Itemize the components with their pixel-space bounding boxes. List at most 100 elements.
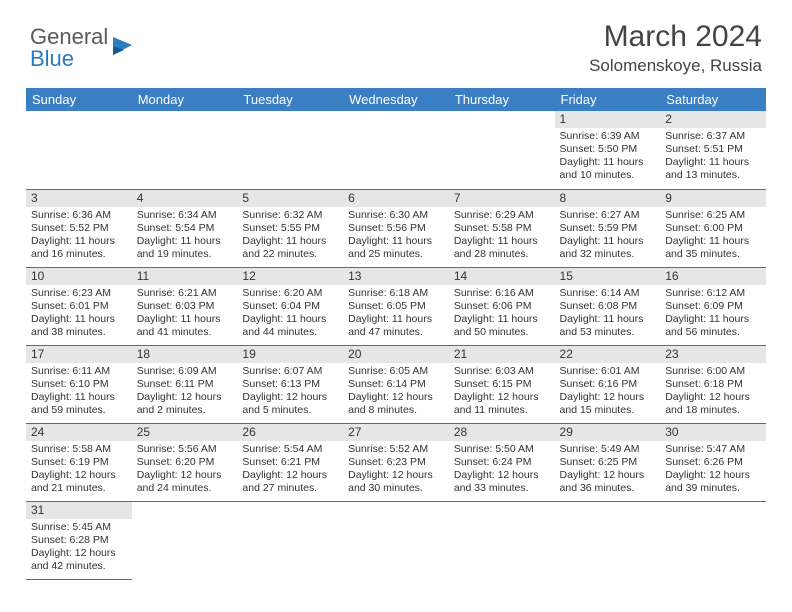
day-detail: Sunrise: 6:16 AM [454,287,550,300]
day-number: 16 [660,268,766,285]
calendar-empty [132,501,238,579]
calendar-day: 26Sunrise: 5:54 AMSunset: 6:21 PMDayligh… [237,423,343,501]
day-number: 8 [555,190,661,207]
day-detail: and 47 minutes. [348,326,444,339]
day-detail: Daylight: 11 hours [665,235,761,248]
calendar-week: 31Sunrise: 5:45 AMSunset: 6:28 PMDayligh… [26,501,766,579]
day-detail: Daylight: 11 hours [242,313,338,326]
day-detail: Daylight: 12 hours [348,391,444,404]
day-number: 25 [132,424,238,441]
day-detail: Sunset: 6:14 PM [348,378,444,391]
day-detail: Sunrise: 5:49 AM [560,443,656,456]
day-number: 28 [449,424,555,441]
day-detail: Daylight: 12 hours [31,469,127,482]
calendar-day: 28Sunrise: 5:50 AMSunset: 6:24 PMDayligh… [449,423,555,501]
day-detail: Sunset: 6:09 PM [665,300,761,313]
calendar-week: 24Sunrise: 5:58 AMSunset: 6:19 PMDayligh… [26,423,766,501]
calendar-day: 25 Sunrise: 5:56 AMSunset: 6:20 PMDayligh… [132,423,238,501]
calendar-day: 21Sunrise: 6:03 AMSunset: 6:15 PMDayligh… [449,345,555,423]
day-detail: Sunset: 6:15 PM [454,378,550,391]
day-detail: Daylight: 11 hours [348,235,444,248]
calendar-day: 14Sunrise: 6:16 AMSunset: 6:06 PMDayligh… [449,267,555,345]
day-detail: Sunrise: 6:20 AM [242,287,338,300]
day-detail: Sunrise: 5:52 AM [348,443,444,456]
day-detail: Sunset: 5:58 PM [454,222,550,235]
day-detail: Sunset: 6:10 PM [31,378,127,391]
day-number: 4 [132,190,238,207]
day-detail: Daylight: 12 hours [665,469,761,482]
calendar-day: 24Sunrise: 5:58 AMSunset: 6:19 PMDayligh… [26,423,132,501]
calendar-empty [343,501,449,579]
logo-flag-icon [112,35,140,62]
day-number: 19 [237,346,343,363]
day-detail: Sunrise: 6:00 AM [665,365,761,378]
day-detail: Daylight: 11 hours [31,391,127,404]
calendar-day: 6Sunrise: 6:30 AMSunset: 5:56 PMDaylight… [343,189,449,267]
day-detail: Daylight: 11 hours [560,313,656,326]
day-detail: Sunset: 6:24 PM [454,456,550,469]
day-detail: Daylight: 11 hours [137,235,233,248]
day-detail: Daylight: 11 hours [454,235,550,248]
day-detail: Sunrise: 6:03 AM [454,365,550,378]
day-detail: Daylight: 11 hours [665,156,761,169]
day-detail: and 25 minutes. [348,248,444,261]
day-number: 12 [237,268,343,285]
calendar-body: 1Sunrise: 6:39 AMSunset: 5:50 PMDaylight… [26,111,766,579]
day-detail: Sunset: 6:20 PM [137,456,233,469]
day-detail: Sunrise: 6:30 AM [348,209,444,222]
day-detail: and 41 minutes. [137,326,233,339]
day-detail: Sunset: 6:08 PM [560,300,656,313]
day-detail: Sunset: 5:51 PM [665,143,761,156]
dayname-header: Tuesday [237,88,343,111]
calendar-week: 3Sunrise: 6:36 AMSunset: 5:52 PMDaylight… [26,189,766,267]
day-number: 18 [132,346,238,363]
calendar-empty [26,111,132,189]
day-detail: and 16 minutes. [31,248,127,261]
day-detail: Sunrise: 6:27 AM [560,209,656,222]
calendar-empty [237,111,343,189]
day-number: 29 [555,424,661,441]
calendar-day: 30Sunrise: 5:47 AMSunset: 6:26 PMDayligh… [660,423,766,501]
day-detail: Sunset: 6:21 PM [242,456,338,469]
day-number: 26 [237,424,343,441]
day-detail: and 13 minutes. [665,169,761,182]
calendar-day: 22Sunrise: 6:01 AMSunset: 6:16 PMDayligh… [555,345,661,423]
day-detail: and 42 minutes. [31,560,127,573]
calendar-empty [237,501,343,579]
day-detail: Sunset: 5:54 PM [137,222,233,235]
day-detail: Sunrise: 6:14 AM [560,287,656,300]
day-number: 9 [660,190,766,207]
day-detail: and 11 minutes. [454,404,550,417]
calendar-table: SundayMondayTuesdayWednesdayThursdayFrid… [26,88,766,580]
calendar-week: 10Sunrise: 6:23 AMSunset: 6:01 PMDayligh… [26,267,766,345]
calendar-day: 13Sunrise: 6:18 AMSunset: 6:05 PMDayligh… [343,267,449,345]
day-detail: Sunset: 6:19 PM [31,456,127,469]
dayname-header: Monday [132,88,238,111]
day-detail: and 36 minutes. [560,482,656,495]
day-detail: Daylight: 12 hours [137,469,233,482]
day-detail: Sunset: 6:01 PM [31,300,127,313]
calendar-empty [449,111,555,189]
day-number: 1 [555,111,661,128]
day-number: 15 [555,268,661,285]
day-number: 11 [132,268,238,285]
day-number: 24 [26,424,132,441]
day-detail: Sunrise: 5:56 AM [137,443,233,456]
calendar-day: 1Sunrise: 6:39 AMSunset: 5:50 PMDaylight… [555,111,661,189]
calendar-day: 7Sunrise: 6:29 AMSunset: 5:58 PMDaylight… [449,189,555,267]
day-detail: and 44 minutes. [242,326,338,339]
day-detail: Daylight: 12 hours [560,469,656,482]
day-detail: Daylight: 12 hours [454,391,550,404]
day-detail: Daylight: 12 hours [242,469,338,482]
day-detail: Daylight: 11 hours [137,313,233,326]
day-detail: Daylight: 12 hours [665,391,761,404]
day-detail: Sunset: 6:23 PM [348,456,444,469]
day-detail: Daylight: 11 hours [31,235,127,248]
day-number: 2 [660,111,766,128]
day-detail: and 30 minutes. [348,482,444,495]
day-detail: Daylight: 11 hours [665,313,761,326]
day-detail: Daylight: 12 hours [454,469,550,482]
day-detail: Sunset: 6:18 PM [665,378,761,391]
day-detail: Sunset: 6:03 PM [137,300,233,313]
day-number: 31 [26,502,132,519]
